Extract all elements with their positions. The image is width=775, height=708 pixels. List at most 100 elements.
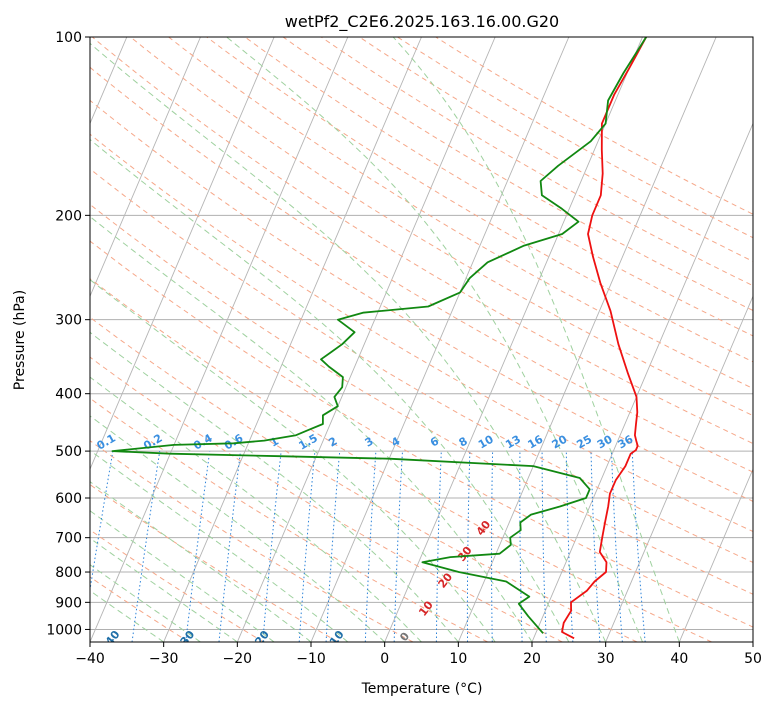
mixing-ratio-line [185, 451, 211, 642]
moist-adiabat-line [90, 449, 349, 642]
moist-adiabat-line [90, 331, 459, 642]
isotherm-line [163, 37, 422, 642]
isotherm-line [90, 37, 201, 298]
mixing-ratio-label: 3 [363, 435, 376, 450]
dry-adiabat-line [90, 483, 339, 642]
moist-adiabat-line [90, 510, 275, 642]
y-tick-label: 900 [55, 595, 82, 611]
dry-adiabat-line [91, 37, 753, 445]
isotherm-line [605, 295, 753, 642]
dry-adiabat-label: 10 [416, 598, 436, 618]
mixing-ratio-label: 25 [574, 433, 594, 452]
profile-lines [111, 37, 647, 640]
dry-adiabat-line [90, 168, 753, 563]
isotherm-line [752, 640, 753, 642]
mixing-ratio-line [298, 451, 316, 642]
moist-adiabat-line [90, 42, 607, 642]
dry-adiabat-label: -30 [175, 628, 198, 652]
dewpoint-profile [111, 37, 647, 634]
moist-adiabat-line [392, 37, 680, 642]
mixing-ratio-label: 6 [428, 434, 441, 449]
x-tick-label: −10 [296, 651, 326, 667]
mixing-ratio-label: 0.4 [191, 431, 215, 452]
y-tick-label: 200 [55, 208, 82, 224]
mixing-ratio-line [519, 451, 523, 642]
y-tick-label: 600 [55, 491, 82, 507]
mixing-ratio-line [218, 451, 241, 642]
temperature-profile [561, 37, 647, 640]
moist-adiabat-line [90, 590, 164, 642]
mixing-ratio-label: 2 [326, 435, 339, 450]
y-axis-label: Pressure (hPa) [12, 290, 28, 390]
isotherm-line [236, 37, 496, 642]
dry-adiabat-line [90, 278, 712, 642]
moist-adiabat-line [90, 564, 201, 642]
y-tick-label: 800 [55, 565, 82, 581]
moist-adiabat-line [90, 138, 570, 642]
dry-adiabat-line [90, 397, 488, 642]
mixing-ratio-label: 10 [476, 432, 496, 451]
dry-adiabat-label: -50 [25, 628, 48, 652]
dry-adiabat-label: 20 [436, 570, 456, 590]
mixing-ratio-line [435, 451, 442, 642]
dry-adiabat-line [90, 240, 753, 628]
line-labels: 0.10.20.40.611.52346810131620253036-100-… [25, 431, 636, 652]
plot-frame [89, 36, 754, 643]
isotherm-line [90, 37, 275, 471]
x-axis: −40 −30 −20 −10 0 10 20 30 40 50 [75, 642, 762, 667]
dry-adiabat-line [90, 133, 753, 533]
x-tick-label: 50 [744, 651, 762, 667]
moist-adiabat-line [90, 279, 496, 642]
mixing-ratio-label: 30 [595, 432, 615, 451]
x-tick-label: −20 [223, 651, 253, 667]
y-axis: 100 200 300 400 500 600 700 800 900 1000 [46, 30, 90, 638]
dry-adiabat-line [435, 37, 753, 215]
mixing-ratio-line [131, 451, 161, 642]
isotherm-line [678, 467, 753, 642]
dry-adiabat-line [282, 37, 753, 312]
dry-adiabat-label: -20 [250, 628, 273, 652]
x-tick-label: 20 [523, 651, 541, 667]
mixing-ratio-line [262, 451, 282, 642]
y-tick-label: 100 [55, 30, 82, 46]
y-tick-label: 400 [55, 387, 82, 403]
isotherm-line [90, 37, 349, 642]
moist-adiabat-line [90, 481, 312, 642]
dry-adiabat-line [206, 37, 753, 363]
mixing-ratio-label: 1.5 [296, 432, 319, 453]
x-tick-label: 0 [380, 651, 389, 667]
dry-adiabat-label: 30 [455, 544, 475, 564]
dry-adiabat-line [90, 66, 753, 473]
moist-adiabat-line [90, 215, 533, 642]
y-tick-label: 700 [55, 531, 82, 547]
chart-title: wetPf2_C2E6.2025.163.16.00.G20 [285, 12, 559, 32]
isotherm-line [531, 122, 753, 642]
dry-adiabat-label: -40 [100, 628, 123, 652]
moist-adiabat-line [90, 376, 422, 642]
mixing-ratio-label: 13 [503, 433, 523, 452]
dry-adiabat-line [90, 576, 190, 642]
moist-adiabat-line [90, 415, 386, 642]
dry-adiabat-line [244, 37, 753, 337]
x-tick-label: 30 [597, 651, 615, 667]
x-tick-label: 10 [449, 651, 467, 667]
dry-adiabat-line [90, 356, 563, 642]
dry-adiabat-label: 40 [474, 518, 494, 538]
isotherm-line [384, 37, 643, 642]
dry-adiabat-label: -10 [324, 628, 347, 652]
moist-adiabat-line [90, 537, 238, 642]
dry-adiabat-line [90, 203, 753, 595]
background-lines [90, 37, 753, 642]
mixing-ratio-label: 20 [550, 432, 570, 451]
mixing-ratio-line [631, 451, 646, 642]
dry-adiabat-line [130, 37, 753, 417]
moist-adiabat-line [226, 37, 643, 642]
dry-adiabat-line [90, 316, 638, 642]
y-tick-label: 300 [55, 313, 82, 329]
mixing-ratio-label: 36 [616, 432, 636, 451]
x-tick-label: 40 [670, 651, 688, 667]
mixing-ratio-label: 0.2 [141, 432, 164, 453]
y-tick-label: 1000 [46, 622, 82, 638]
dry-adiabat-line [90, 529, 264, 642]
